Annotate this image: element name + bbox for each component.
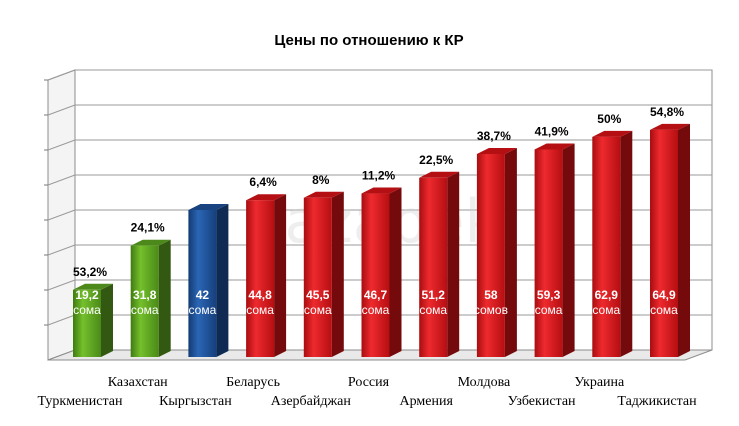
category-label: Азербайджан <box>271 394 352 409</box>
bar-top <box>361 187 402 194</box>
bar-side <box>158 239 171 357</box>
bar-value-label: 31,8 <box>133 288 157 302</box>
bar-side <box>620 130 633 357</box>
category-label: Кыргызстан <box>159 394 232 409</box>
gridline-side <box>47 69 76 81</box>
category-label: Туркменистан <box>38 394 123 409</box>
bar-unit-label: сома <box>189 303 217 317</box>
bar-top <box>650 123 690 130</box>
bar-side <box>274 194 287 357</box>
bar-unit-label: сома <box>592 303 620 317</box>
bar-value-label: 46,7 <box>364 288 388 302</box>
bar-value-label: 62,9 <box>595 288 619 302</box>
percent-label: 53,2% <box>73 265 107 279</box>
gridline-side <box>47 174 76 186</box>
bar-top <box>476 148 517 154</box>
gridline-side <box>47 209 76 221</box>
category-label: Россия <box>348 375 390 390</box>
bar-side <box>678 123 690 357</box>
percent-label: 50% <box>597 112 621 126</box>
percent-label: 11,2% <box>362 169 396 183</box>
percent-label: 22,5% <box>419 153 453 167</box>
bar-unit-label: сома <box>362 303 390 317</box>
gridline-side <box>47 139 76 151</box>
bar <box>246 200 275 357</box>
bar <box>361 193 390 357</box>
bar-value-label: 45,5 <box>306 288 330 302</box>
bar-unit-label: сома <box>650 303 678 317</box>
bar-top <box>246 194 287 201</box>
bar-top <box>303 191 344 198</box>
percent-label: 6,4% <box>249 175 277 189</box>
percent-label: 8% <box>312 173 330 187</box>
category-label: Узбекистан <box>508 394 576 409</box>
percent-label: 38,7% <box>477 129 511 143</box>
bar <box>534 149 563 357</box>
bar-unit-label: сома <box>304 303 332 317</box>
percent-label: 41,9% <box>535 124 569 138</box>
bar-value-label: 58 <box>484 288 498 302</box>
category-label: Украина <box>574 375 625 390</box>
category-label: Казахстан <box>108 375 168 390</box>
percent-label: 24,1% <box>131 221 165 235</box>
percent-label: 54,8% <box>650 105 684 119</box>
bar-top <box>73 283 113 290</box>
bar <box>73 289 101 357</box>
gridline-side <box>47 244 76 256</box>
bar <box>303 197 332 357</box>
gridline-side <box>47 314 76 326</box>
bar-top <box>130 239 171 246</box>
bar-unit-label: сома <box>246 303 274 317</box>
bar-unit-label: сома <box>535 303 563 317</box>
bar-side <box>101 283 113 357</box>
bar-value-label: 44,8 <box>248 288 272 302</box>
bar-top <box>419 171 460 178</box>
bar-side <box>389 187 402 357</box>
bar-unit-label: сома <box>73 303 101 317</box>
bar-value-label: 42 <box>196 288 210 302</box>
bar-side <box>216 204 229 357</box>
bar <box>419 177 448 357</box>
bar <box>592 136 621 357</box>
bar <box>188 210 217 357</box>
bar-top <box>534 143 575 150</box>
bar <box>130 245 159 357</box>
bar-top <box>188 204 229 210</box>
bar-value-label: 64,9 <box>652 288 676 302</box>
gridline-side <box>47 279 76 291</box>
bar-side <box>504 148 517 357</box>
bar-value-label: 19,2 <box>75 288 99 302</box>
bar <box>650 129 678 357</box>
bar-unit-label: сомов <box>474 303 508 317</box>
category-label: Таджикистан <box>617 394 697 409</box>
bar-value-label: 59,3 <box>537 288 561 302</box>
category-label: Молдова <box>458 375 511 390</box>
bar-unit-label: сома <box>419 303 447 317</box>
bar-side <box>447 171 460 357</box>
category-label: Беларусь <box>226 375 280 390</box>
bar-unit-label: сома <box>131 303 159 317</box>
bar-top <box>592 130 633 137</box>
chart-title: Цены по отношению к КР <box>274 32 463 49</box>
labels-group: 19,2сома53,2%Туркменистан31,8сома24,1%Ка… <box>38 105 698 409</box>
category-label: Армения <box>399 394 453 409</box>
bar-side <box>331 191 344 357</box>
bar-side <box>562 143 575 357</box>
gridline-side <box>47 104 76 116</box>
bar-value-label: 51,2 <box>422 288 446 302</box>
bars-group <box>73 123 690 357</box>
bar <box>476 154 505 357</box>
